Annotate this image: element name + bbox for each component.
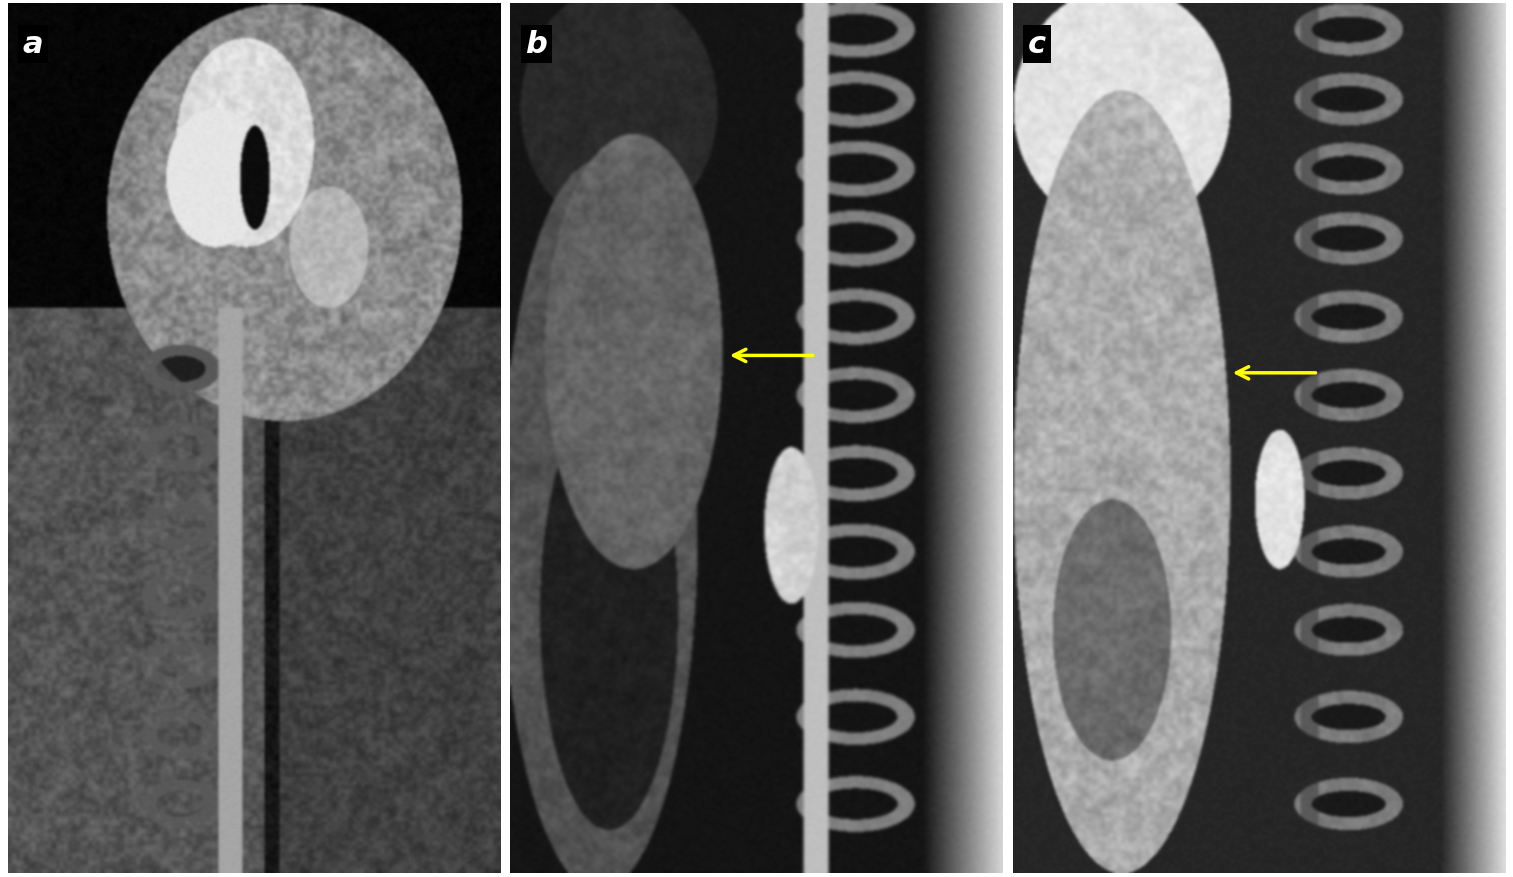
Text: a: a	[23, 31, 42, 60]
Text: b: b	[525, 31, 548, 60]
Text: c: c	[1027, 31, 1045, 60]
